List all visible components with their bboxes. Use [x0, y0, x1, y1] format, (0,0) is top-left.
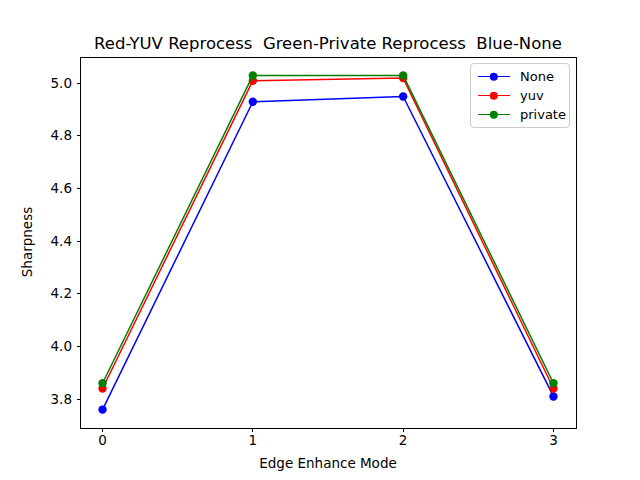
y-tick-label: 4.4 — [51, 233, 72, 249]
series-marker-none — [399, 92, 407, 100]
series-marker-none — [549, 392, 557, 400]
legend-line-marker-sample — [478, 91, 510, 101]
legend-label: yuv — [520, 88, 544, 103]
series-line-none — [103, 96, 554, 409]
x-tick-label: 0 — [98, 432, 107, 448]
legend-label: None — [520, 69, 554, 84]
y-axis-label: Sharpness — [19, 207, 35, 277]
series-marker-private — [98, 379, 106, 387]
figure-window: Red-YUV Reprocess Green-Private Reproces… — [0, 0, 640, 480]
series-marker-private — [249, 71, 257, 79]
legend-sample-dot — [490, 110, 498, 118]
series-marker-private — [399, 71, 407, 79]
legend-entry-yuv: yuv — [478, 86, 562, 105]
legend-label: private — [520, 107, 566, 122]
series-marker-none — [249, 98, 257, 106]
x-tick-label: 3 — [549, 432, 558, 448]
y-tick-label: 4.2 — [51, 285, 72, 301]
y-tick-label: 4.0 — [51, 338, 72, 354]
y-tick-label: 4.6 — [51, 180, 72, 196]
legend-sample-dot — [490, 91, 498, 99]
legend-entry-private: private — [478, 105, 562, 124]
x-tick-label: 1 — [249, 432, 258, 448]
x-axis-label: Edge Enhance Mode — [80, 455, 576, 471]
legend-line-marker-sample — [478, 72, 510, 82]
legend-sample-dot — [490, 72, 498, 80]
x-tick-label: 2 — [399, 432, 408, 448]
y-tick-label: 5.0 — [51, 75, 72, 91]
y-tick-label: 3.8 — [51, 391, 72, 407]
y-tick-label: 4.8 — [51, 127, 72, 143]
series-marker-private — [549, 379, 557, 387]
legend-entry-none: None — [478, 67, 562, 86]
legend-box: None yuv private — [470, 63, 570, 128]
legend-line-marker-sample — [478, 110, 510, 120]
series-marker-none — [98, 405, 106, 413]
